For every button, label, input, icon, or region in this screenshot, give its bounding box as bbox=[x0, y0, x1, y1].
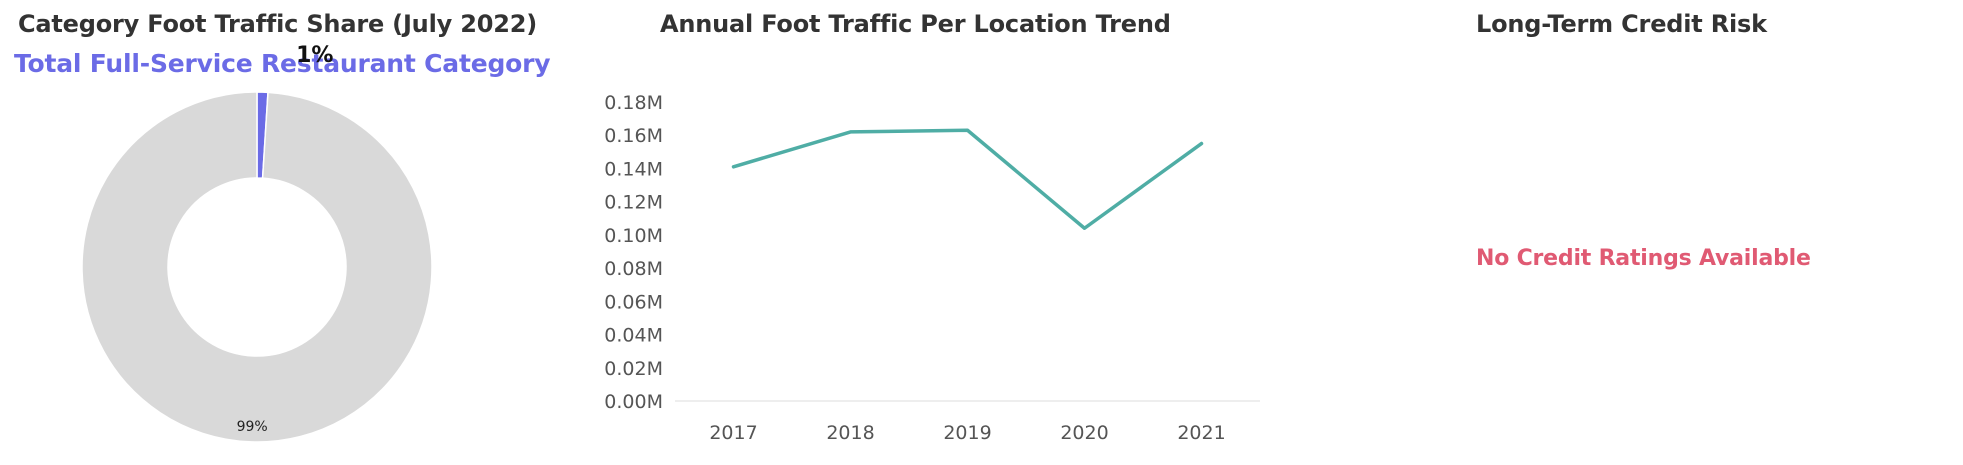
donut-slice-remainder bbox=[81, 91, 433, 443]
category-share-panel: Category Foot Traffic Share (July 2022) … bbox=[0, 0, 560, 465]
trend-series-line bbox=[731, 128, 1204, 230]
y-tick-label: 0.06M bbox=[604, 291, 663, 313]
y-tick-label: 0.16M bbox=[604, 125, 663, 147]
donut-label-category-share: 1% bbox=[296, 43, 333, 68]
x-tick-label: 2020 bbox=[1060, 422, 1108, 444]
share-donut-chart: 1% 99% bbox=[81, 43, 433, 443]
y-tick-label: 0.12M bbox=[604, 192, 663, 214]
share-chart-subtitle: Total Full-Service Restaurant Category bbox=[14, 49, 551, 78]
y-tick-label: 0.08M bbox=[604, 258, 663, 280]
y-tick-label: 0.18M bbox=[604, 92, 663, 114]
trend-chart-title: Annual Foot Traffic Per Location Trend bbox=[660, 10, 1171, 38]
x-tick-label: 2017 bbox=[709, 422, 757, 444]
y-tick-label: 0.10M bbox=[604, 225, 663, 247]
credit-risk-title: Long-Term Credit Risk bbox=[1476, 10, 1767, 38]
y-tick-label: 0.00M bbox=[604, 391, 663, 413]
donut-label-remainder: 99% bbox=[237, 419, 268, 435]
no-credit-ratings-message: No Credit Ratings Available bbox=[1476, 246, 1811, 271]
share-chart-title: Category Foot Traffic Share (July 2022) bbox=[18, 10, 537, 38]
x-tick-label: 2018 bbox=[826, 422, 874, 444]
foot-traffic-trend-panel: Annual Foot Traffic Per Location Trend 0… bbox=[560, 0, 1300, 465]
credit-risk-panel: Long-Term Credit Risk No Credit Ratings … bbox=[1300, 0, 1963, 465]
x-tick-label: 2021 bbox=[1177, 422, 1225, 444]
trend-line-chart: 0.00M 0.02M 0.04M 0.06M 0.08M 0.10M 0.12M 0.14M… bbox=[604, 92, 1260, 444]
x-tick-label: 2019 bbox=[943, 422, 991, 444]
y-tick-label: 0.14M bbox=[604, 158, 663, 180]
y-tick-label: 0.04M bbox=[604, 325, 663, 347]
y-tick-label: 0.02M bbox=[604, 358, 663, 380]
